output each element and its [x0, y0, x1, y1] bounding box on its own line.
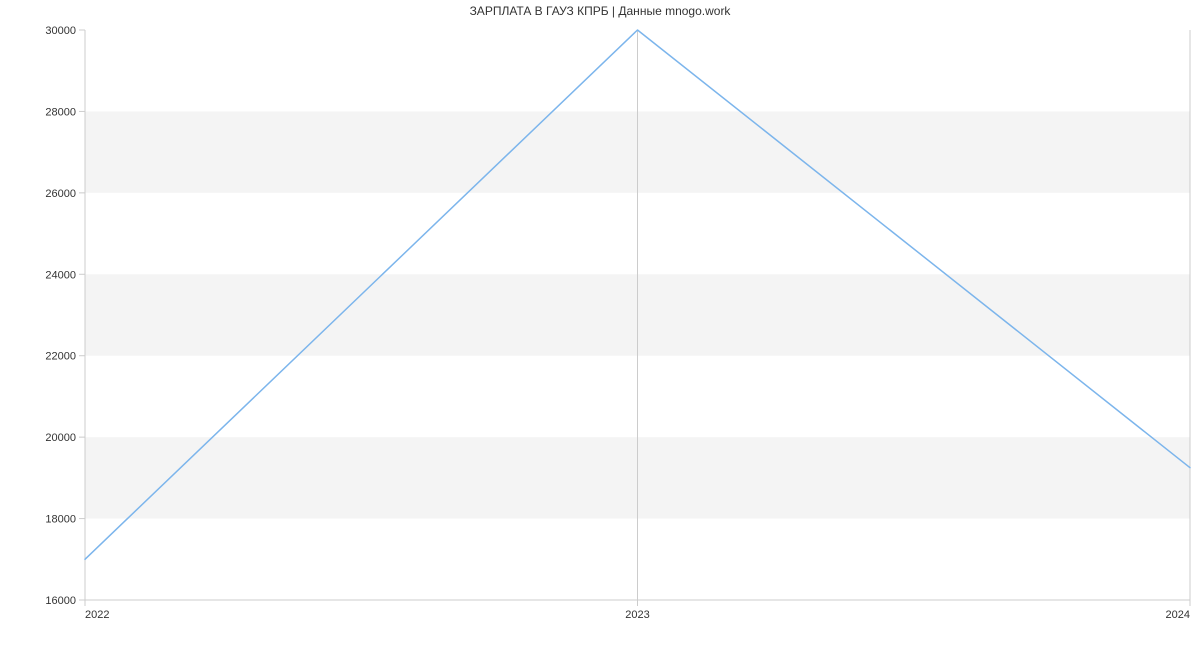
y-tick-label: 20000	[45, 432, 76, 444]
x-tick-label: 2024	[1166, 609, 1190, 621]
y-tick-label: 16000	[45, 595, 76, 607]
y-tick-label: 24000	[45, 269, 76, 281]
y-tick-label: 26000	[45, 188, 76, 200]
y-tick-label: 18000	[45, 514, 76, 526]
x-tick-label: 2023	[625, 609, 649, 621]
x-tick-label: 2022	[85, 609, 109, 621]
chart-svg: 16000 18000 20000 22000 24000 26000 28000 30000…	[0, 0, 1200, 650]
y-tick-label: 30000	[45, 25, 76, 37]
y-tick-label: 28000	[45, 106, 76, 118]
y-tick-label: 22000	[45, 351, 76, 363]
chart-container: ЗАРПЛАТА В ГАУЗ КПРБ | Данные mnogo.work…	[0, 0, 1200, 650]
